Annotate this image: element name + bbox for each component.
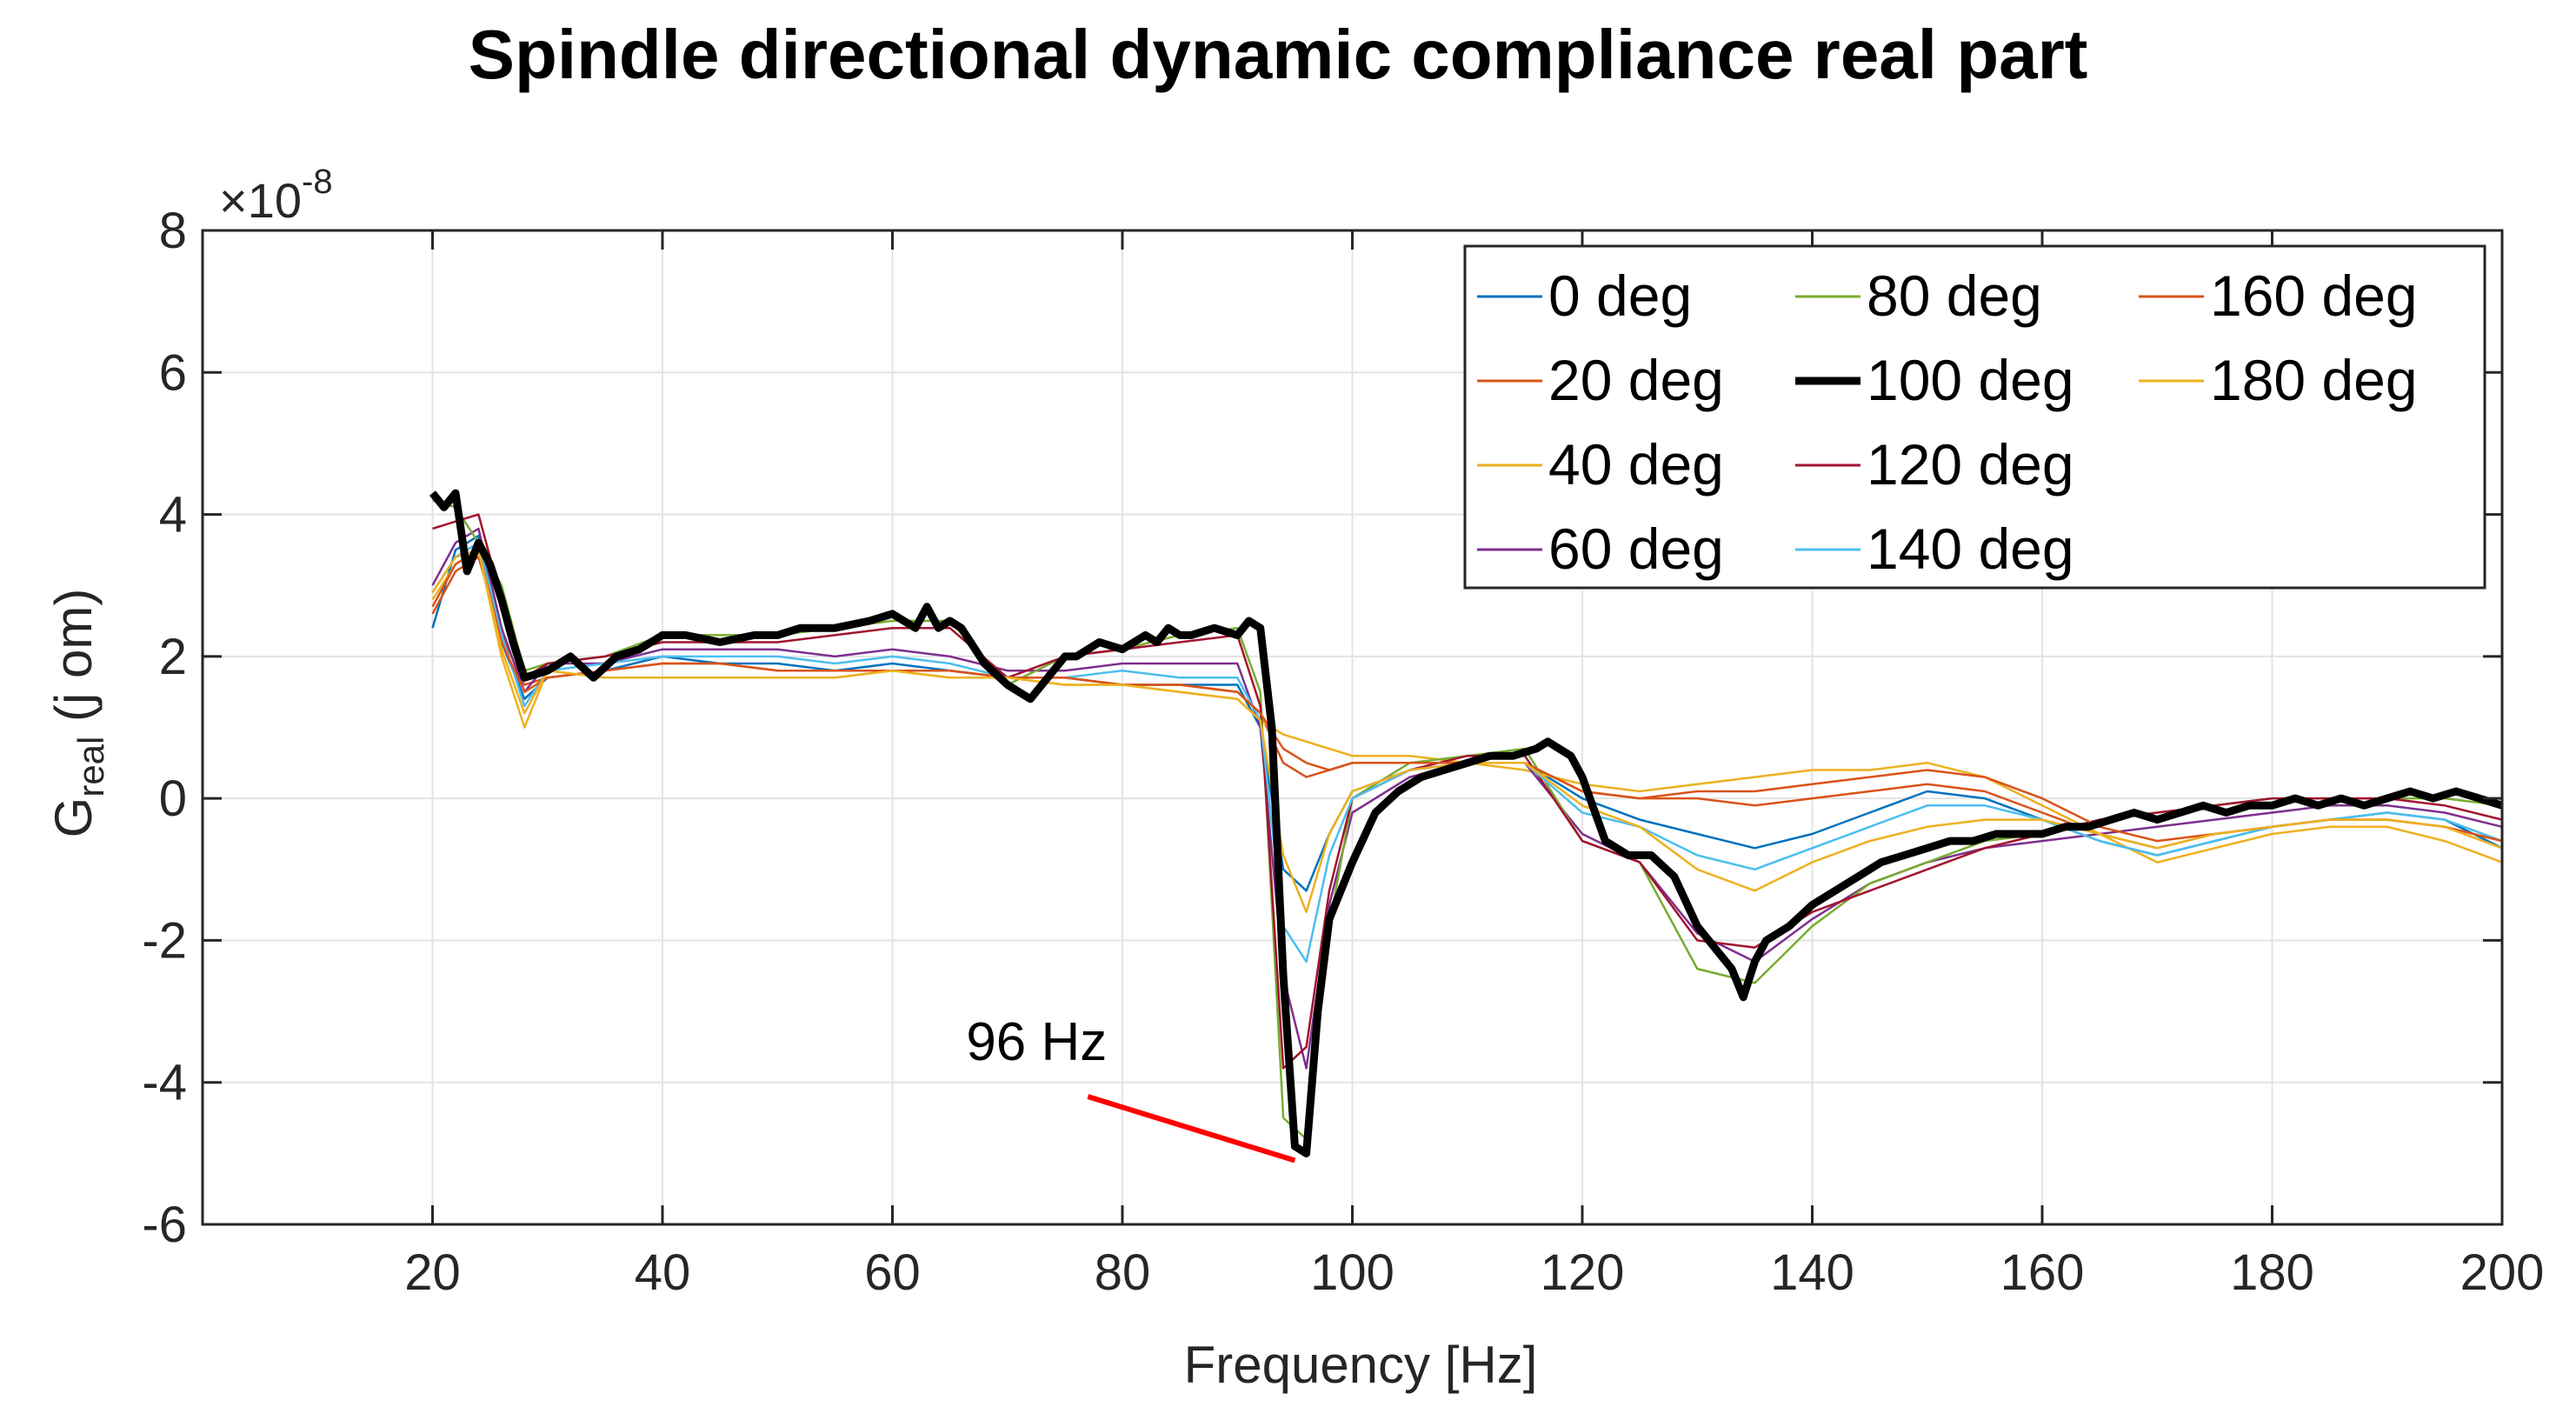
series-line-140-deg: [431, 541, 2503, 964]
legend-label: 160 deg: [2210, 263, 2418, 328]
y-axis-label: Greal (j om): [44, 589, 111, 838]
annotation-layer: 96 Hz: [966, 1012, 1296, 1164]
y-tick-label: -4: [142, 1055, 187, 1111]
series-line-180-deg: [431, 549, 2503, 914]
x-tick-label: 40: [635, 1244, 691, 1301]
ticks: 20 40 60 80 100 120 140 160 180 200 -6 -4 -2 0 2 4 6 8: [142, 203, 2544, 1301]
legend-label: 60 deg: [1548, 517, 1724, 581]
y-tick-label: 0: [159, 770, 187, 827]
y-exponent-power: -8: [302, 163, 333, 201]
y-tick-label: 2: [159, 629, 187, 685]
x-tick-label: 100: [1310, 1244, 1395, 1301]
legend-label: 120 deg: [1867, 432, 2074, 497]
legend-label: 80 deg: [1867, 263, 2042, 328]
chart-title: Spindle directional dynamic compliance r…: [469, 16, 2088, 93]
x-tick-label: 140: [1770, 1244, 1854, 1301]
legend: 0 deg 20 deg 40 deg 60 deg 80 deg 100 deg 120 …: [1463, 244, 2486, 590]
legend-label: 0 deg: [1548, 263, 1692, 328]
y-tick-label: -6: [142, 1197, 187, 1253]
y-tick-label: -2: [142, 912, 187, 969]
x-tick-label: 200: [2460, 1244, 2545, 1301]
x-tick-label: 120: [1541, 1244, 1625, 1301]
x-axis-label: Frequency [Hz]: [1184, 1336, 1538, 1394]
legend-box: [1463, 244, 2486, 590]
y-axis-label-main: G: [44, 797, 103, 838]
x-tick-label: 160: [2000, 1244, 2085, 1301]
annotation-line: [1087, 1094, 1296, 1164]
x-tick-label: 180: [2230, 1244, 2314, 1301]
annotation-text: 96 Hz: [966, 1012, 1107, 1072]
legend-label: 180 deg: [2210, 348, 2418, 412]
y-exponent-prefix: ×10: [219, 173, 302, 228]
y-tick-label: 8: [159, 203, 187, 259]
x-tick-label: 20: [404, 1244, 461, 1301]
legend-label: 140 deg: [1867, 517, 2074, 581]
y-tick-label: 4: [159, 487, 187, 543]
legend-label: 100 deg: [1867, 348, 2074, 412]
legend-label: 20 deg: [1548, 348, 1724, 412]
series-layer: [429, 489, 2504, 1157]
x-tick-label: 80: [1095, 1244, 1151, 1301]
y-axis-label-rest: (j om): [44, 589, 103, 737]
x-tick-label: 60: [864, 1244, 921, 1301]
legend-label: 40 deg: [1548, 432, 1724, 497]
series-line-100-deg: [429, 489, 2504, 1157]
y-axis-label-sub: real: [70, 737, 111, 797]
y-exponent-label: ×10-8: [219, 163, 333, 228]
y-tick-label: 6: [159, 344, 187, 401]
